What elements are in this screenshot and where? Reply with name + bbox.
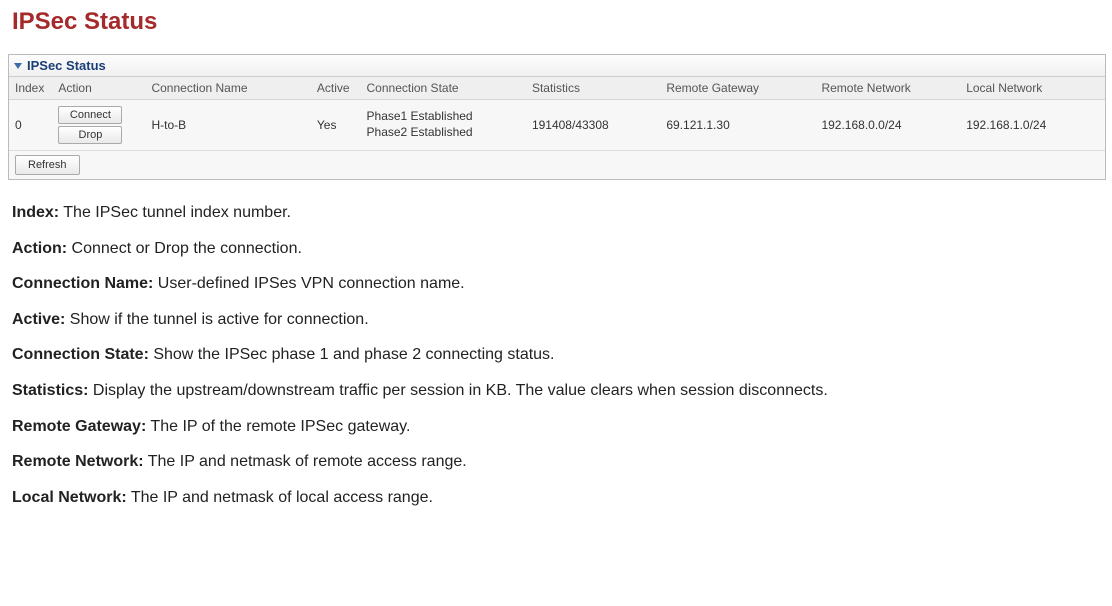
cell-connection-state: Phase1 Established Phase2 Established — [361, 100, 526, 151]
cell-index: 0 — [9, 100, 52, 151]
def-desc: Show the IPSec phase 1 and phase 2 conne… — [149, 346, 555, 363]
drop-button[interactable]: Drop — [58, 126, 122, 144]
def-connection-name: Connection Name: User-defined IPSes VPN … — [12, 273, 1104, 295]
panel-header[interactable]: IPSec Status — [9, 55, 1105, 77]
col-remote-gateway: Remote Gateway — [660, 77, 815, 100]
def-desc: User-defined IPSes VPN connection name. — [153, 275, 464, 292]
phase1-state: Phase1 Established — [367, 109, 520, 125]
cell-remote-gateway: 69.121.1.30 — [660, 100, 815, 151]
def-statistics: Statistics: Display the upstream/downstr… — [12, 380, 1104, 402]
def-desc: The IP and netmask of remote access rang… — [144, 453, 467, 470]
col-active: Active — [311, 77, 361, 100]
def-local-network: Local Network: The IP and netmask of loc… — [12, 487, 1104, 509]
def-term: Local Network: — [12, 489, 127, 506]
def-remote-gateway: Remote Gateway: The IP of the remote IPS… — [12, 416, 1104, 438]
col-local-network: Local Network — [960, 77, 1105, 100]
cell-statistics: 191408/43308 — [526, 100, 660, 151]
collapse-icon — [14, 63, 22, 69]
cell-active: Yes — [311, 100, 361, 151]
def-connection-state: Connection State: Show the IPSec phase 1… — [12, 344, 1104, 366]
def-term: Active: — [12, 311, 65, 328]
def-desc: The IPSec tunnel index number. — [59, 204, 291, 221]
connect-button[interactable]: Connect — [58, 106, 122, 124]
def-term: Remote Gateway: — [12, 418, 146, 435]
def-term: Action: — [12, 240, 67, 257]
definitions-list: Index: The IPSec tunnel index number. Ac… — [12, 202, 1104, 508]
page-title: IPSec Status — [12, 8, 1104, 36]
cell-local-network: 192.168.1.0/24 — [960, 100, 1105, 151]
ipsec-status-panel: IPSec Status Index Action Connection Nam… — [8, 54, 1106, 180]
def-term: Remote Network: — [12, 453, 144, 470]
def-desc: The IP and netmask of local access range… — [127, 489, 433, 506]
col-connection-name: Connection Name — [145, 77, 310, 100]
cell-connection-name: H-to-B — [145, 100, 310, 151]
panel-header-text: IPSec Status — [27, 58, 106, 73]
col-action: Action — [52, 77, 145, 100]
table-header-row: Index Action Connection Name Active Conn… — [9, 77, 1105, 100]
def-desc: Display the upstream/downstream traffic … — [88, 382, 827, 399]
refresh-bar: Refresh — [9, 150, 1105, 179]
def-active: Active: Show if the tunnel is active for… — [12, 309, 1104, 331]
def-term: Connection Name: — [12, 275, 153, 292]
col-index: Index — [9, 77, 52, 100]
cell-action: Connect Drop — [52, 100, 145, 151]
table-row: 0 Connect Drop H-to-B Yes Phase1 Establi… — [9, 100, 1105, 151]
col-connection-state: Connection State — [361, 77, 526, 100]
def-desc: Show if the tunnel is active for connect… — [65, 311, 368, 328]
ipsec-status-table: Index Action Connection Name Active Conn… — [9, 77, 1105, 150]
def-desc: The IP of the remote IPSec gateway. — [146, 418, 410, 435]
phase2-state: Phase2 Established — [367, 125, 520, 141]
col-statistics: Statistics — [526, 77, 660, 100]
def-remote-network: Remote Network: The IP and netmask of re… — [12, 451, 1104, 473]
refresh-button[interactable]: Refresh — [15, 155, 80, 175]
cell-remote-network: 192.168.0.0/24 — [815, 100, 960, 151]
def-action: Action: Connect or Drop the connection. — [12, 238, 1104, 260]
def-index: Index: The IPSec tunnel index number. — [12, 202, 1104, 224]
col-remote-network: Remote Network — [815, 77, 960, 100]
def-desc: Connect or Drop the connection. — [67, 240, 302, 257]
def-term: Connection State: — [12, 346, 149, 363]
def-term: Statistics: — [12, 382, 88, 399]
def-term: Index: — [12, 204, 59, 221]
